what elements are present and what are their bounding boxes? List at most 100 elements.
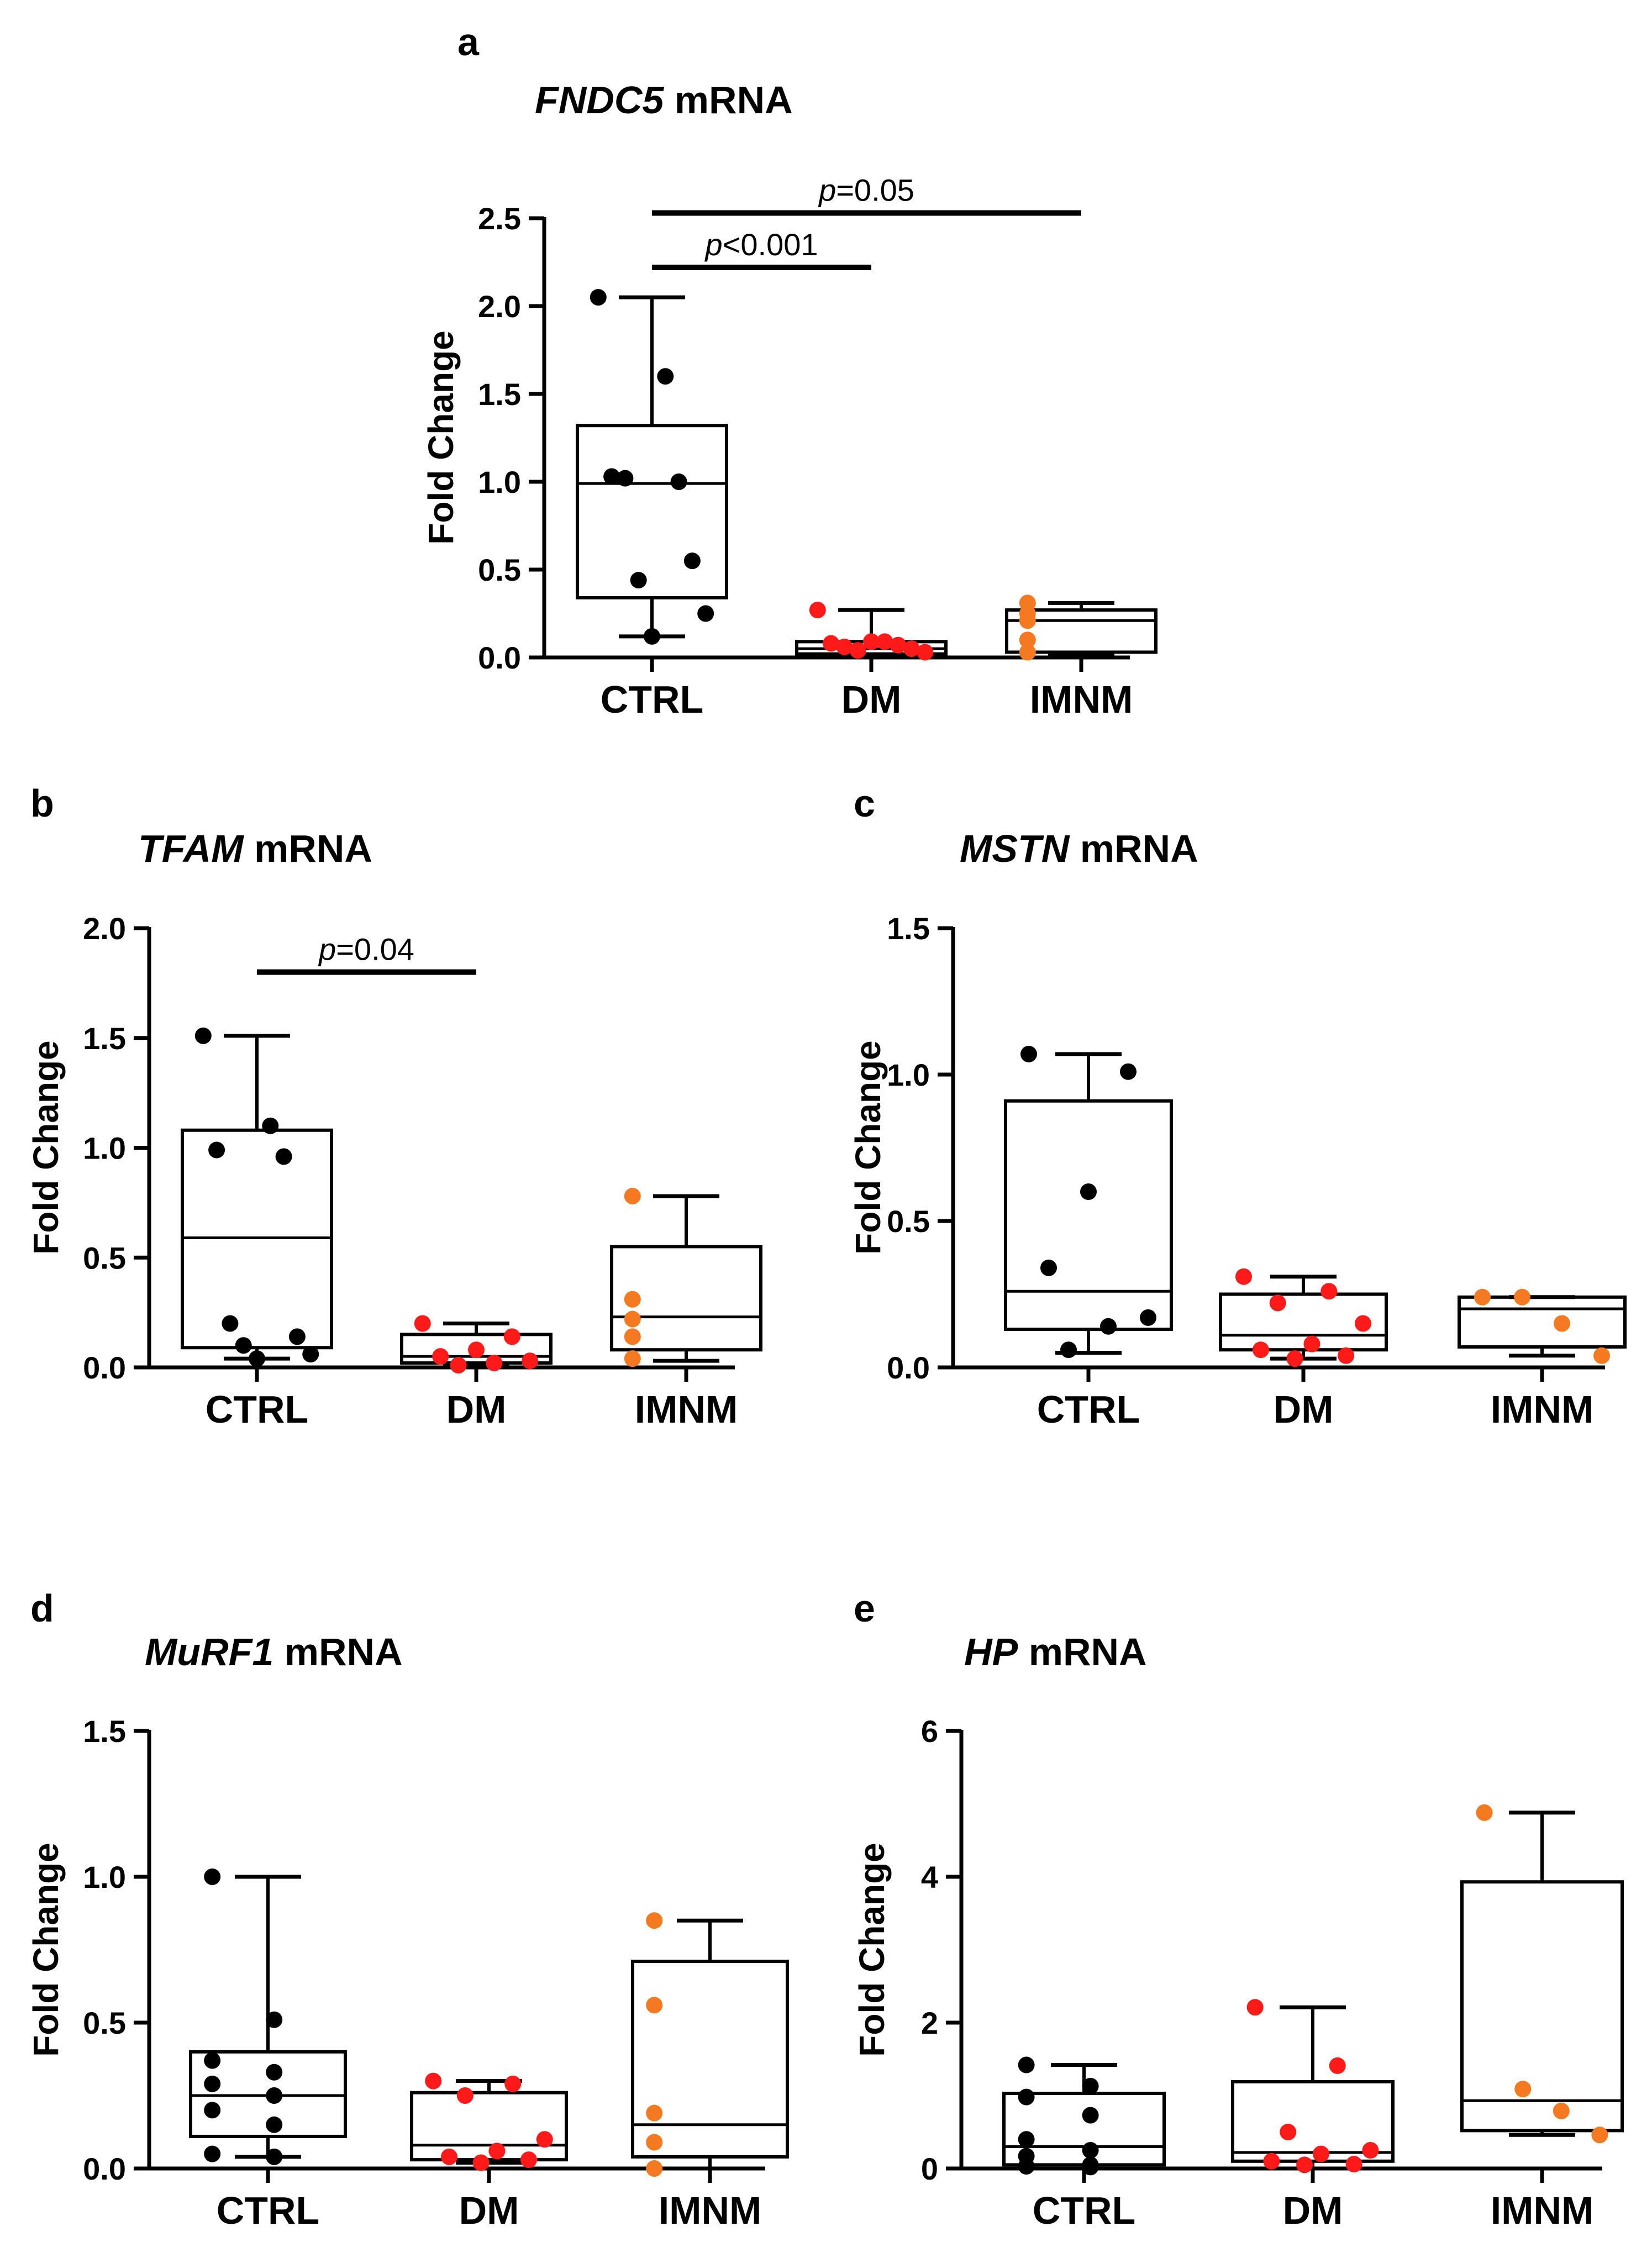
data-point: [823, 635, 840, 652]
panel-title-suffix: mRNA: [664, 78, 792, 122]
data-point: [1514, 2081, 1532, 2098]
data-point: [275, 1148, 292, 1165]
data-point: [194, 1027, 212, 1044]
p-symbol: p: [318, 932, 336, 967]
data-point: [503, 1328, 520, 1345]
y-tick-label: 0: [921, 2151, 938, 2186]
data-point: [1329, 2057, 1346, 2074]
panel-title-gene: FNDC5: [535, 78, 664, 122]
data-point: [204, 2145, 221, 2162]
data-point: [617, 470, 634, 487]
x-tick-label: IMNM: [1030, 678, 1133, 721]
box-iqr: [1219, 1292, 1388, 1352]
p-value: <0.001: [723, 227, 818, 262]
y-tick-label: 0.5: [887, 1204, 930, 1239]
panel-b: b TFAM mRNA Fold Change 0.0 0.5 1.0 1.5 2.0 CTRL…: [26, 782, 762, 1431]
data-point: [266, 2064, 283, 2081]
data-point: [486, 1355, 503, 1372]
data-point: [1100, 1318, 1117, 1335]
box-imnm: IMNM: [1005, 594, 1158, 721]
box-iqr: [631, 1960, 789, 2159]
data-point: [1320, 1283, 1338, 1300]
panel-letter: d: [30, 1587, 54, 1630]
panel-letter: b: [30, 782, 54, 825]
x-tick-label: CTRL: [601, 678, 704, 721]
y-tick-label: 4: [921, 1860, 938, 1894]
data-point: [1020, 1045, 1037, 1062]
x-tick-label: DM: [1283, 2189, 1343, 2232]
data-point: [644, 628, 660, 645]
p-symbol: p: [704, 227, 723, 262]
y-tick-label: 0.5: [83, 1240, 126, 1275]
x-tick-label: IMNM: [635, 1388, 738, 1431]
data-point: [204, 2102, 221, 2119]
y-tick-label: 0.5: [478, 552, 521, 587]
data-point: [624, 1310, 641, 1328]
y-tick-label: 1.0: [887, 1057, 930, 1092]
data-point: [1080, 1183, 1097, 1200]
box-iqr: [1004, 1099, 1173, 1331]
data-point: [697, 605, 714, 622]
panel-title-gene: MSTN: [960, 827, 1070, 870]
data-point: [249, 1350, 265, 1367]
data-point: [809, 602, 826, 619]
panel-letter: c: [854, 782, 875, 825]
box-iqr: [1005, 608, 1158, 654]
box-iqr: [576, 424, 728, 599]
data-point: [1235, 1268, 1252, 1285]
data-point: [1018, 2088, 1035, 2106]
box-dm: DM: [400, 1315, 553, 1431]
data-point: [266, 2087, 283, 2104]
data-point: [1060, 1341, 1077, 1359]
x-tick-label: CTRL: [1033, 2189, 1136, 2232]
y-tick-label: 0.5: [83, 2006, 126, 2040]
panel-title: HP mRNA: [964, 1630, 1147, 1673]
data-point: [630, 572, 647, 589]
box-iqr: [610, 1245, 762, 1352]
y-axis-title: Fold Change: [26, 1040, 66, 1255]
x-tick-label: CTRL: [1037, 1388, 1140, 1431]
box-iqr: [410, 2091, 568, 2162]
box-imnm: IMNM: [610, 1187, 762, 1431]
panel-letter: e: [854, 1587, 875, 1630]
data-point: [456, 2087, 473, 2104]
box-dm: DM: [410, 2072, 568, 2232]
panel-d: d MuRF1 mRNA Fold Change 0.0 0.5 1.0 1.5 CTRL DM…: [26, 1587, 789, 2232]
data-point: [425, 2072, 442, 2089]
data-point: [624, 1328, 641, 1345]
box-imnm: IMNM: [1460, 1804, 1624, 2232]
significance-bar: p=0.05: [652, 172, 1081, 216]
data-point: [522, 1352, 539, 1370]
data-point: [683, 552, 701, 570]
x-tick-label: IMNM: [1491, 2189, 1594, 2232]
y-axis-title: Fold Change: [421, 330, 461, 545]
p-value: =0.04: [336, 932, 414, 967]
y-tick-label: 0.0: [478, 640, 521, 675]
data-point: [1296, 2156, 1313, 2173]
data-point: [646, 2104, 663, 2122]
data-point: [204, 1868, 221, 1885]
data-point: [1269, 1294, 1286, 1312]
panel-title-suffix: mRNA: [273, 1630, 402, 1673]
x-tick-label: DM: [1274, 1388, 1334, 1431]
panel-title: MuRF1 mRNA: [145, 1630, 403, 1673]
data-point: [1263, 2152, 1280, 2170]
data-point: [1120, 1063, 1137, 1080]
data-point: [1082, 2159, 1099, 2176]
data-point: [657, 368, 674, 385]
significance-label: p<0.001: [704, 227, 818, 262]
data-point: [432, 1348, 449, 1365]
data-point: [1338, 1347, 1355, 1364]
box-ctrl: CTRL: [189, 1868, 347, 2232]
data-point: [1140, 1309, 1156, 1326]
box-dm: DM: [1231, 1999, 1395, 2232]
data-point: [1286, 1350, 1303, 1367]
data-point: [646, 1997, 663, 2014]
box-iqr: [1458, 1295, 1627, 1349]
significance-label: p=0.05: [818, 172, 914, 207]
panel-title-suffix: mRNA: [244, 827, 372, 870]
data-point: [1312, 2145, 1329, 2162]
x-tick-label: DM: [446, 1388, 507, 1431]
data-point: [204, 2075, 221, 2092]
box-iqr: [189, 2050, 347, 2138]
